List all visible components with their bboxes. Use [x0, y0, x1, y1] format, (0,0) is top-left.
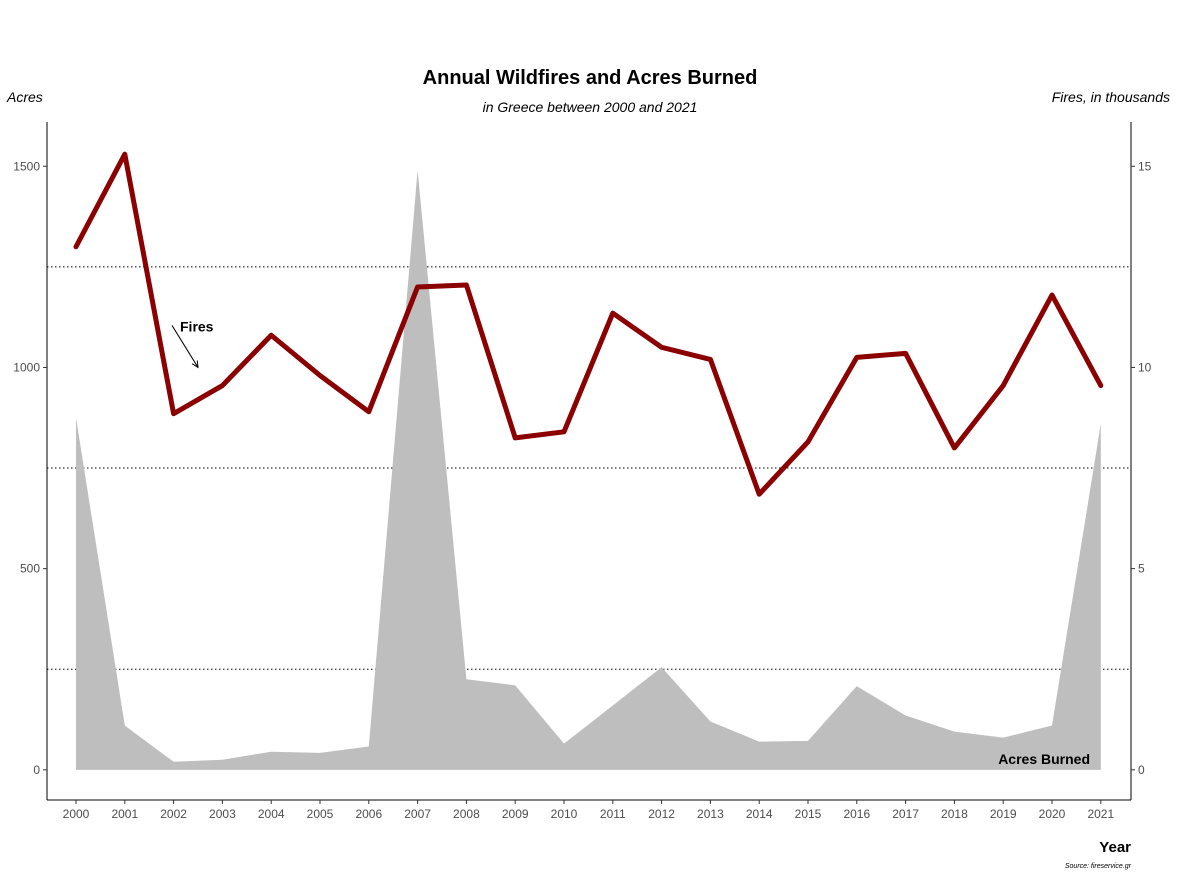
x-tick-label: 2018 [941, 807, 968, 821]
right-tick-label: 10 [1138, 360, 1152, 374]
x-tick-label: 2016 [843, 807, 870, 821]
axes: 0 500 1000 1500 0 5 10 15 2000 2001 2002 2003 2004 20… [13, 122, 1151, 821]
x-tick-label: 2009 [502, 807, 529, 821]
left-tick-label: 1000 [13, 360, 40, 374]
left-tick-label: 1500 [13, 159, 40, 173]
acres-burned-annotation-label: Acres Burned [998, 751, 1090, 767]
x-tick-label: 2019 [990, 807, 1017, 821]
fires-line [76, 154, 1101, 494]
x-tick-label: 2002 [160, 807, 187, 821]
fires-arrow-head [192, 360, 198, 367]
left-tick-label: 0 [33, 763, 40, 777]
x-tick-label: 2013 [697, 807, 724, 821]
x-tick-label: 2000 [63, 807, 90, 821]
chart-title: Annual Wildfires and Acres Burned [423, 67, 758, 89]
x-tick-label: 2008 [453, 807, 480, 821]
x-tick-label: 2017 [892, 807, 919, 821]
x-tick-label: 2014 [746, 807, 773, 821]
x-tick-label: 2012 [648, 807, 675, 821]
x-tick-label: 2015 [795, 807, 822, 821]
source-caption: Source: fireservice.gr [1065, 863, 1132, 870]
x-tick-label: 2020 [1039, 807, 1066, 821]
acres-burned-area [76, 170, 1101, 770]
x-tick-label: 2007 [404, 807, 431, 821]
right-tick-label: 15 [1138, 159, 1152, 173]
x-axis-title: Year [1099, 839, 1131, 856]
right-tick-label: 5 [1138, 562, 1145, 576]
fires-annotation-label: Fires [180, 318, 214, 334]
x-tick-label: 2004 [258, 807, 285, 821]
x-tick-label: 2005 [307, 807, 334, 821]
chart-subtitle: in Greece between 2000 and 2021 [483, 99, 698, 115]
left-tick-label: 500 [20, 562, 40, 576]
x-tick-label: 2001 [111, 807, 138, 821]
x-tick-label: 2010 [551, 807, 578, 821]
fires-line-layer [76, 154, 1101, 494]
x-tick-label: 2006 [355, 807, 382, 821]
x-tick-label: 2003 [209, 807, 236, 821]
right-axis-label: Fires, in thousands [1052, 89, 1170, 105]
right-tick-label: 0 [1138, 763, 1145, 777]
acres-area-layer [76, 170, 1101, 770]
x-tick-label: 2021 [1087, 807, 1114, 821]
left-axis-label: Acres [6, 89, 43, 105]
x-tick-label: 2011 [600, 807, 626, 821]
